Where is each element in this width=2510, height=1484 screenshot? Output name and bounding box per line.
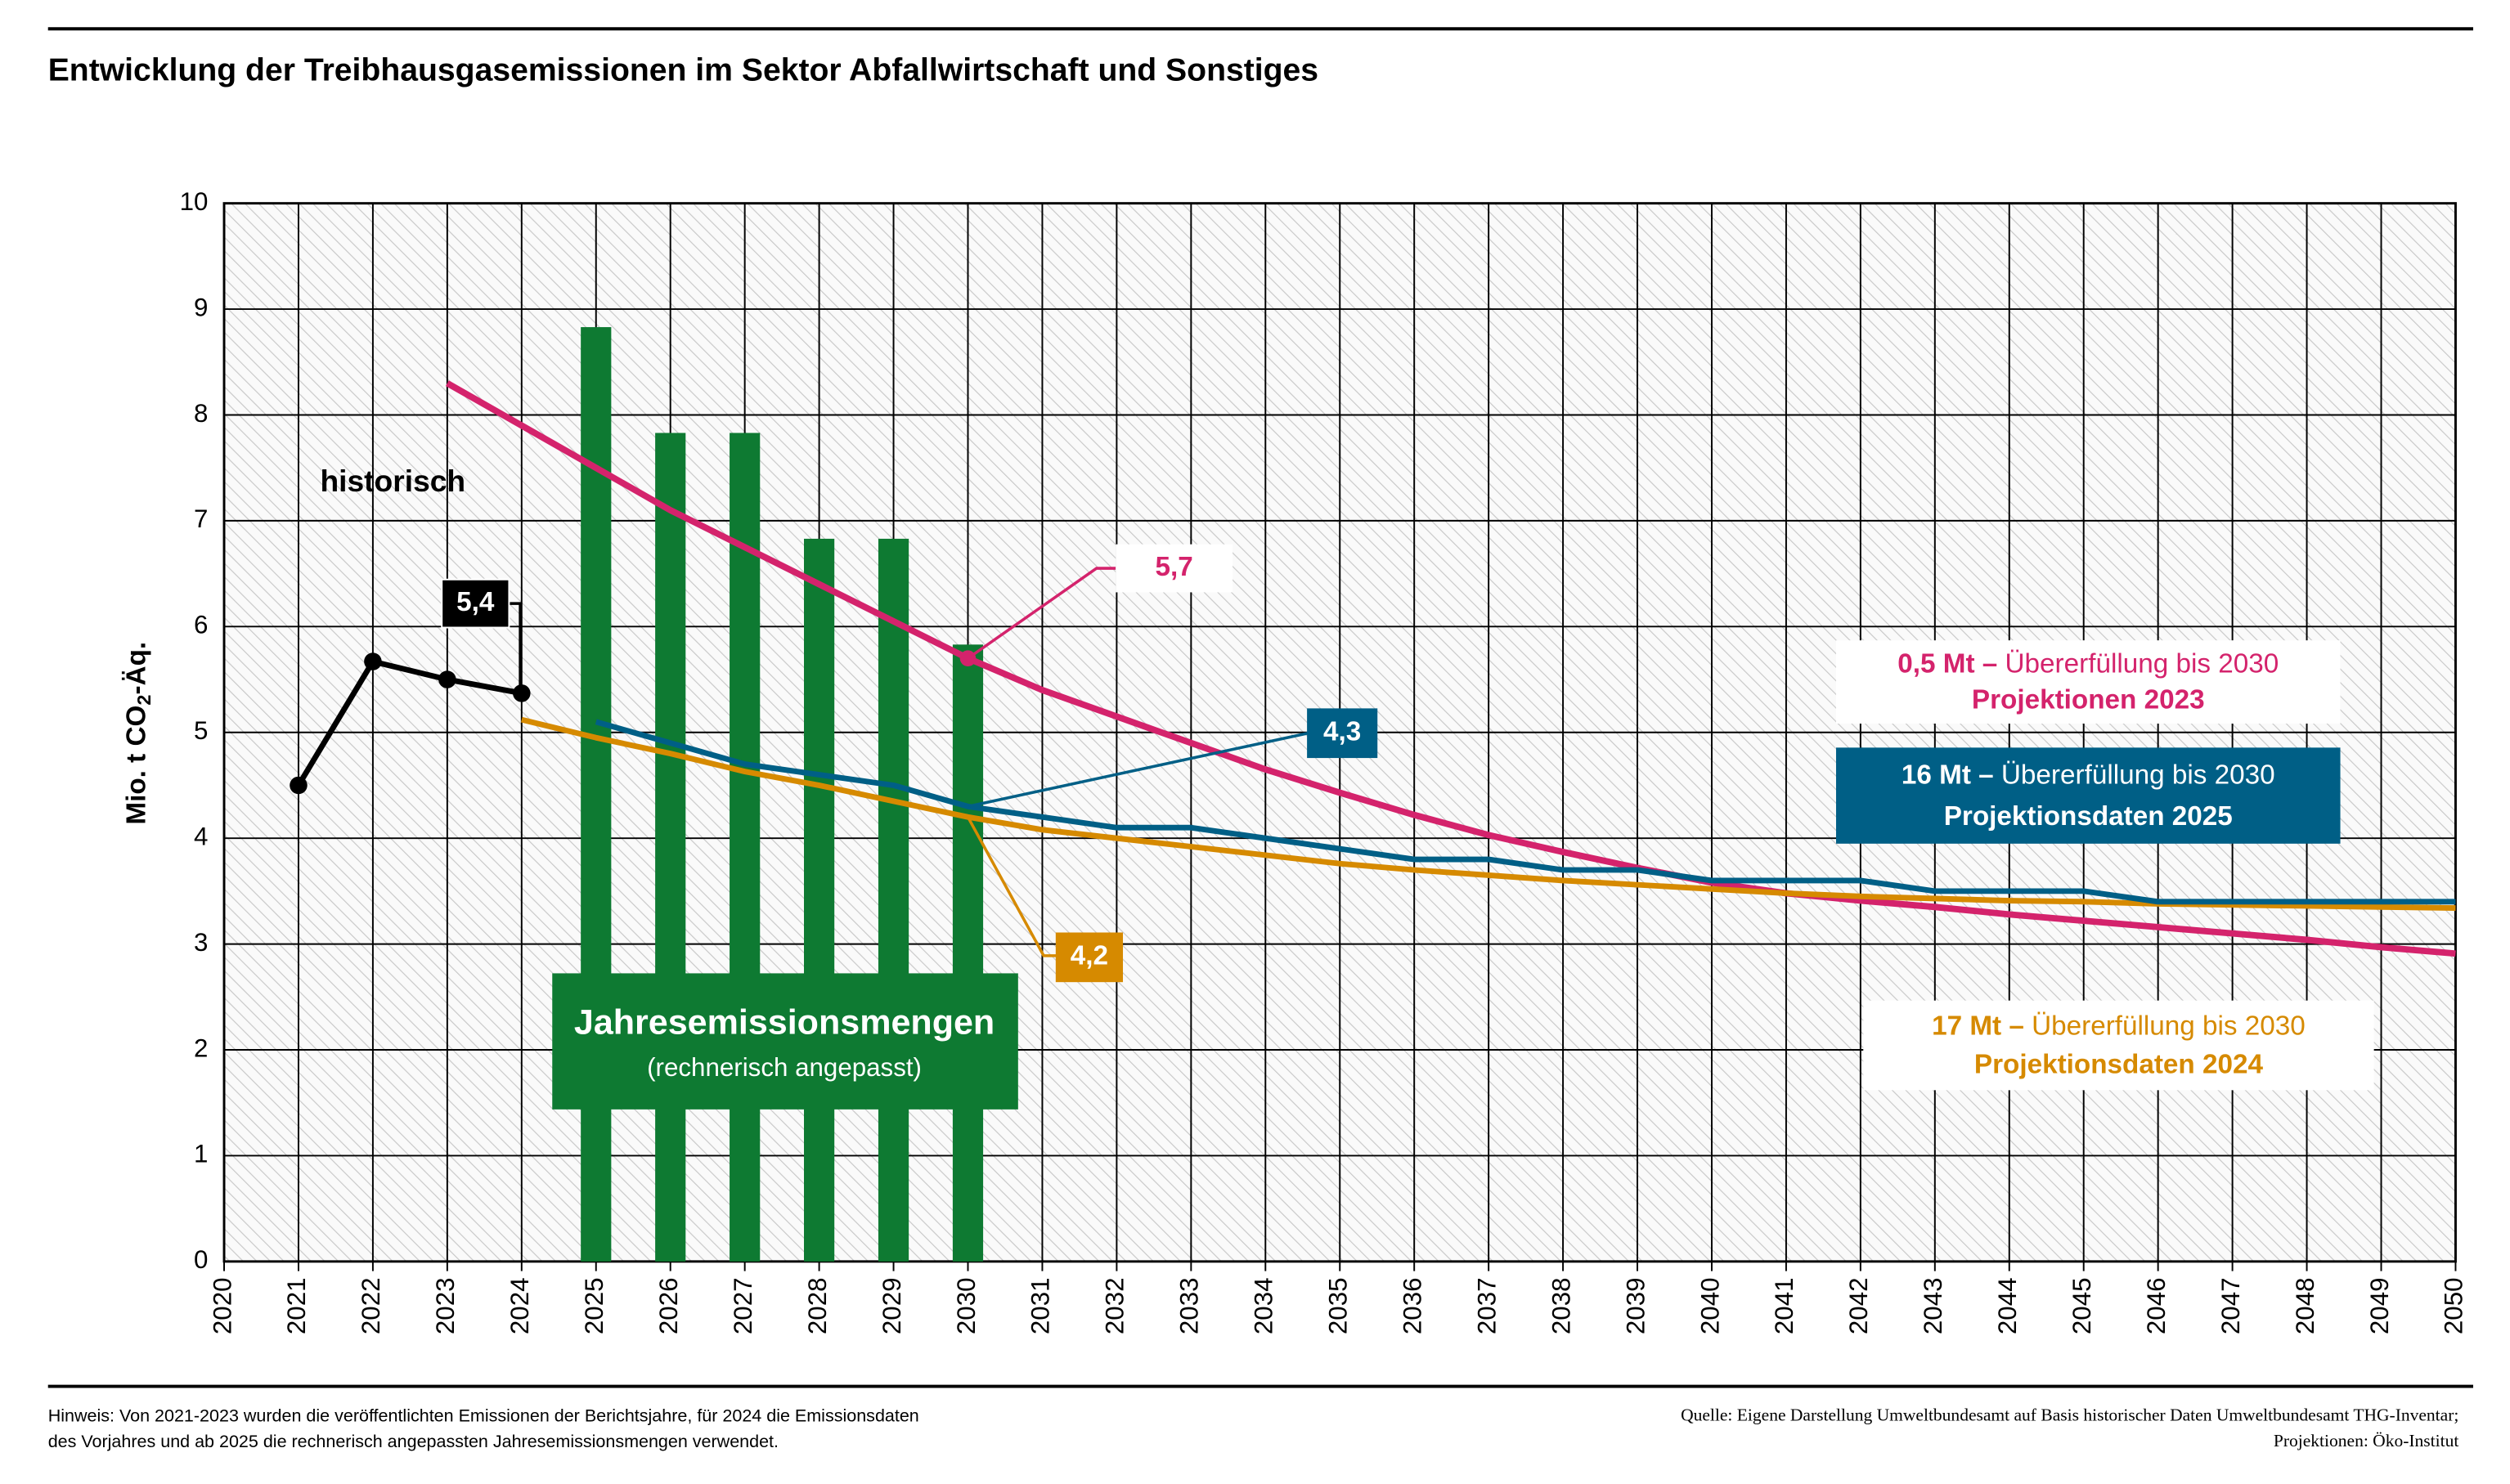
callout-box <box>441 578 510 629</box>
marker <box>438 670 456 688</box>
y-tick-label: 5 <box>194 716 208 745</box>
bar <box>804 538 835 1262</box>
series-line <box>296 658 523 787</box>
legend-box <box>1835 640 2341 724</box>
source: Quelle: Eigene Darstellung Umweltbundesa… <box>1681 1406 2458 1425</box>
x-tick-label: 2021 <box>282 1277 311 1334</box>
callout-line <box>968 732 1309 809</box>
legend-note-text: Übererfüllung bis 2030 <box>2032 1011 2306 1041</box>
bar <box>730 433 761 1262</box>
series-line <box>445 380 2456 957</box>
x-tick-label: 2020 <box>208 1277 236 1334</box>
y-label-sub: 2 <box>133 695 155 706</box>
legend-label: historisch <box>320 464 465 498</box>
x-tick-label: 2037 <box>1472 1277 1501 1334</box>
y-label-main: Mio. t CO <box>121 706 151 825</box>
callout-line <box>509 602 522 693</box>
legend-note-text: Übererfüllung bis 2030 <box>2005 648 2279 679</box>
x-tick-label: 2045 <box>2068 1277 2096 1334</box>
data-label: 5,4 <box>456 587 495 617</box>
x-tick-label: 2024 <box>505 1277 534 1334</box>
legend-note: 17 Mt – Übererfüllung bis 2030 <box>1932 1011 2306 1041</box>
x-tick-label: 2022 <box>357 1277 385 1334</box>
x-tick-label: 2031 <box>1026 1277 1055 1334</box>
y-label-end: -Äq. <box>121 642 151 695</box>
y-tick-label: 3 <box>194 928 208 957</box>
bar-label-box <box>552 973 1018 1110</box>
bar <box>952 644 984 1262</box>
footnote: des Vorjahres und ab 2025 die rechnerisc… <box>48 1432 779 1451</box>
x-tick-label: 2049 <box>2365 1277 2394 1334</box>
y-tick-label: 8 <box>194 399 208 428</box>
chart-title: Entwicklung der Treibhausgasemissionen i… <box>48 52 1318 87</box>
legend-label: Projektionsdaten 2025 <box>1944 801 2233 832</box>
y-tick-label: 2 <box>194 1033 208 1062</box>
footnote: Hinweis: Von 2021-2023 wurden die veröff… <box>48 1406 919 1425</box>
x-tick-label: 2035 <box>1324 1277 1353 1334</box>
x-tick-label: 2026 <box>654 1277 683 1334</box>
x-tick-label: 2039 <box>1621 1277 1650 1334</box>
plot-frame <box>222 202 2457 1263</box>
legend-note-bold: 17 Mt – <box>1932 1011 2024 1041</box>
x-tick-label: 2028 <box>803 1277 832 1334</box>
x-tick-label: 2034 <box>1250 1277 1278 1334</box>
x-tick-label: 2040 <box>1695 1277 1724 1334</box>
data-label: 5,7 <box>1156 552 1193 582</box>
legend-note-text: Übererfüllung bis 2030 <box>2001 760 2275 790</box>
x-tick-label: 2027 <box>729 1277 757 1334</box>
data-label: 4,3 <box>1323 717 1361 747</box>
marker <box>959 650 977 666</box>
callout-line <box>966 816 1057 957</box>
y-tick-label: 7 <box>194 504 208 533</box>
legend-note: (rechnerisch angepasst) <box>647 1053 922 1082</box>
source: Projektionen: Öko-Institut <box>2274 1431 2458 1450</box>
x-tick-label: 2043 <box>1919 1277 1947 1334</box>
x-tick-label: 2030 <box>952 1277 981 1334</box>
data-label: 4,2 <box>1071 941 1108 971</box>
bar <box>878 538 909 1262</box>
x-tick-label: 2050 <box>2440 1277 2468 1334</box>
legend-note-bold: 16 Mt – <box>1902 760 1994 790</box>
callout-box <box>1116 544 1233 593</box>
y-tick-label: 1 <box>194 1140 208 1168</box>
marker <box>364 652 382 670</box>
x-tick-label: 2025 <box>580 1277 608 1334</box>
legend-note-bold: 0,5 Mt – <box>1897 648 1997 679</box>
y-tick-label: 9 <box>194 293 208 321</box>
x-tick-label: 2042 <box>1844 1277 1873 1334</box>
legend-note: 16 Mt – Übererfüllung bis 2030 <box>1902 760 2275 790</box>
x-tick-label: 2023 <box>431 1277 460 1334</box>
series-line <box>521 716 2456 912</box>
x-tick-label: 2032 <box>1101 1277 1129 1334</box>
y-tick-label: 6 <box>194 611 208 639</box>
legend-note: 0,5 Mt – Übererfüllung bis 2030 <box>1897 648 2279 679</box>
legend-label: Projektionen 2023 <box>1972 684 2205 715</box>
x-tick-label: 2036 <box>1398 1277 1426 1334</box>
x-tick-label: 2041 <box>1770 1277 1798 1334</box>
x-tick-label: 2044 <box>1993 1277 2022 1334</box>
y-tick-label: 0 <box>194 1245 208 1274</box>
legend-label: Jahresemissionsmengen <box>574 1002 995 1042</box>
legend-box <box>1835 747 2341 844</box>
callout-box <box>1307 708 1378 759</box>
marker <box>290 776 308 795</box>
legend-box <box>1863 1000 2374 1091</box>
x-tick-label: 2048 <box>2291 1277 2319 1334</box>
x-tick-label: 2038 <box>1547 1277 1575 1334</box>
x-tick-label: 2029 <box>878 1277 906 1334</box>
callout-box <box>1055 932 1124 983</box>
x-tick-label: 2033 <box>1175 1277 1204 1334</box>
x-tick-label: 2047 <box>2216 1277 2245 1334</box>
callout-line <box>967 567 1116 660</box>
bar <box>655 433 686 1262</box>
series-line <box>595 719 2456 905</box>
y-tick-label: 10 <box>180 187 209 216</box>
legend-label: Projektionsdaten 2024 <box>1974 1050 2264 1080</box>
y-axis-label: Mio. t CO2-Äq. <box>121 642 155 825</box>
y-tick-label: 4 <box>194 822 208 850</box>
x-tick-label: 2046 <box>2142 1277 2171 1334</box>
